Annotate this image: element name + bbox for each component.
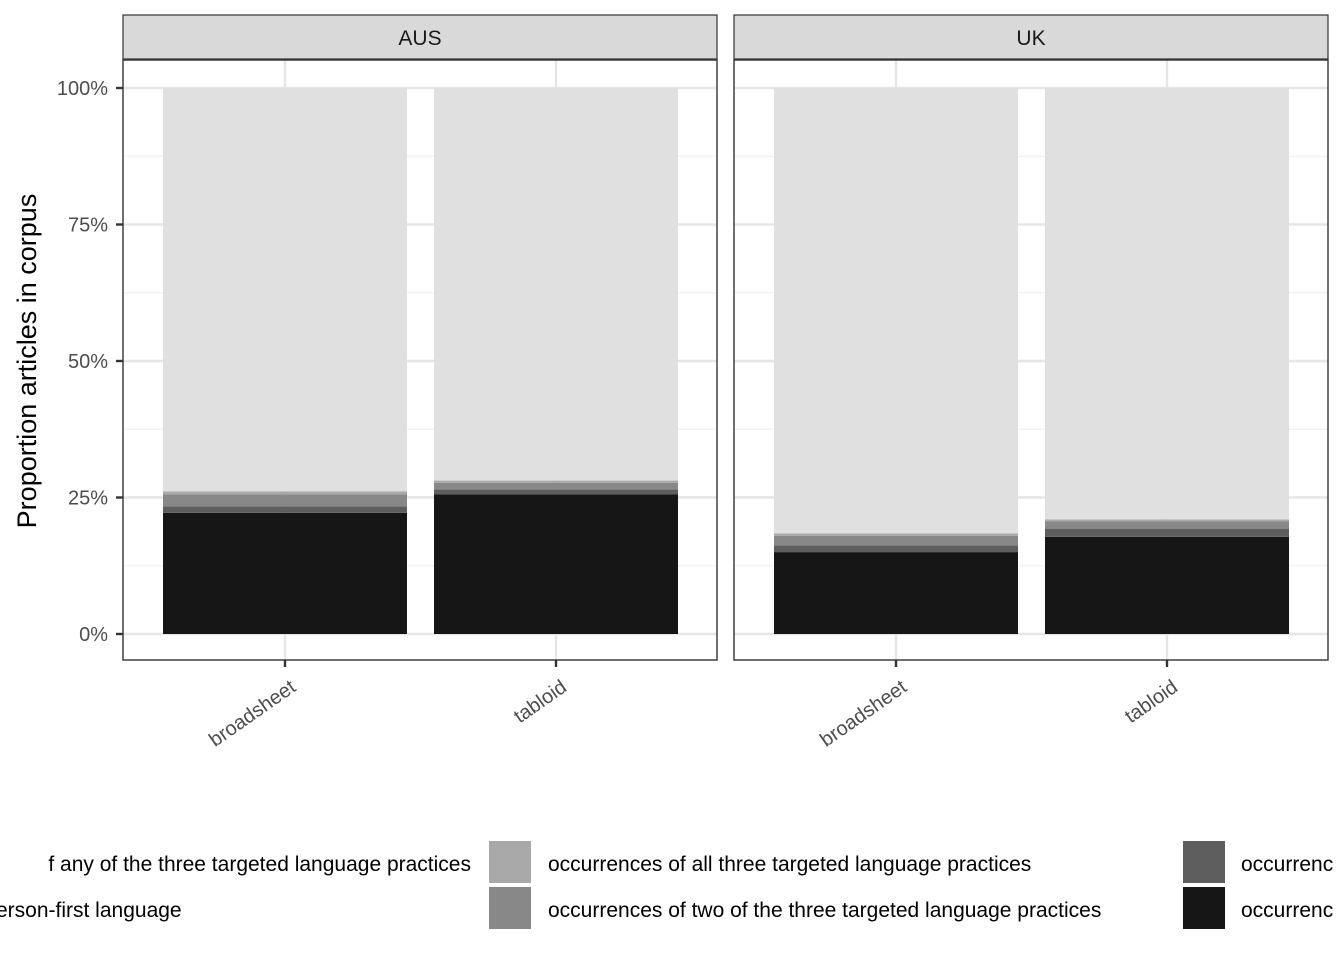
legend-label: erson-first language (0, 899, 182, 922)
x-tick-label: tabloid (510, 676, 571, 728)
legend-key (489, 887, 531, 929)
legend-label: occurrenc (1241, 899, 1333, 922)
bar-segment-aus-broadsheet-1 (163, 506, 407, 513)
facet-panel-uk: UK (733, 14, 1329, 661)
facet-strip (733, 14, 1329, 60)
bar-segment-aus-tabloid-2 (434, 482, 678, 490)
facet-strip-label: AUS (398, 27, 441, 50)
y-tick-label: 100% (57, 78, 108, 100)
bar-segment-aus-broadsheet-4 (163, 88, 407, 492)
y-tick-label: 75% (68, 215, 108, 237)
bar-segment-aus-tabloid-0 (434, 494, 678, 634)
bar-segment-uk-tabloid-1 (1045, 528, 1289, 537)
legend-label: f any of the three targeted language pra… (48, 853, 471, 876)
bar-segment-aus-tabloid-1 (434, 489, 678, 495)
bar-segment-uk-tabloid-3 (1045, 519, 1289, 522)
facet-panel-aus: AUS (122, 14, 718, 661)
legend-label: occurrenc (1241, 853, 1333, 876)
x-tick-label: tabloid (1121, 676, 1182, 728)
facet-strip (122, 14, 718, 60)
x-tick-label: broadsheet (205, 676, 300, 752)
bar-segment-uk-broadsheet-4 (774, 88, 1018, 534)
y-axis-title: Proportion articles in corpus (12, 194, 42, 529)
bar-segment-uk-broadsheet-3 (774, 533, 1018, 536)
bar-segment-uk-tabloid-0 (1045, 536, 1289, 634)
bar-segment-uk-tabloid-4 (1045, 88, 1289, 520)
bar-segment-uk-broadsheet-2 (774, 535, 1018, 546)
chart-panels: AUS UK (122, 14, 1329, 661)
bar-segment-aus-tabloid-3 (434, 480, 678, 483)
legend-label: occurrences of two of the three targeted… (548, 899, 1101, 922)
legend-key (1183, 887, 1225, 929)
bar-segment-uk-broadsheet-1 (774, 545, 1018, 553)
legend: f any of the three targeted language pra… (0, 841, 1333, 929)
bar-segment-aus-broadsheet-0 (163, 512, 407, 634)
bar-segment-aus-broadsheet-3 (163, 491, 407, 495)
legend-label: occurrences of all three targeted langua… (548, 853, 1031, 876)
facet-strip-label: UK (1016, 27, 1045, 50)
legend-key (1183, 841, 1225, 883)
bar-segment-aus-tabloid-4 (434, 88, 678, 481)
x-axis: broadsheet tabloid broadsheet tabloid (205, 660, 1182, 751)
x-tick-label: broadsheet (816, 676, 911, 752)
y-tick-label: 0% (79, 624, 108, 646)
bar-segment-aus-broadsheet-2 (163, 494, 407, 507)
panel-border (733, 59, 1329, 661)
y-tick-label: 50% (68, 351, 108, 373)
bar-segment-uk-broadsheet-0 (774, 552, 1018, 634)
y-axis: 0% 25% 50% 75% 100% (57, 78, 123, 646)
legend-key (489, 841, 531, 883)
y-tick-label: 25% (68, 488, 108, 510)
bar-segment-uk-tabloid-2 (1045, 521, 1289, 529)
